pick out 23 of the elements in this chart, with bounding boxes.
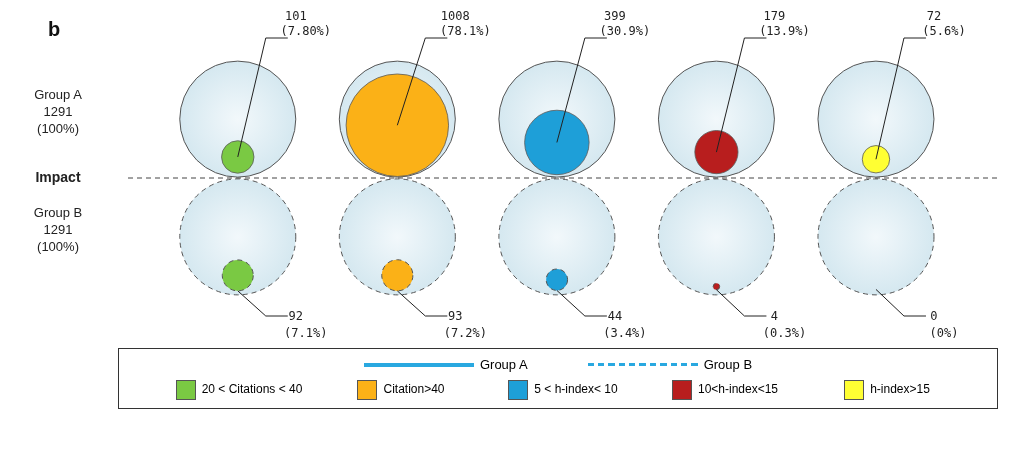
- data-label: 92 (7.1%): [284, 309, 328, 340]
- category-label: 5 < h-index< 10: [533, 381, 619, 399]
- data-label: 72 (5.6%): [922, 9, 966, 38]
- text: 1291 (100%): [37, 104, 79, 137]
- category-label: h-index>15: [869, 381, 931, 399]
- text: b: [48, 18, 61, 40]
- data-label: 93 (7.2%): [443, 309, 487, 340]
- data-label: 101 (7.80%): [280, 9, 332, 38]
- data-label: 0 (0%): [929, 309, 959, 340]
- data-label: 399 (30.9%): [599, 9, 651, 38]
- data-label: 1008 (78.1%): [440, 9, 491, 38]
- category-label: 20 < Citations < 40: [200, 381, 304, 399]
- text: Impact: [35, 168, 81, 185]
- category-label: 10<h-index<15: [696, 381, 780, 399]
- data-label: 4 (0.3%): [762, 309, 807, 340]
- text: Group B: [33, 204, 83, 220]
- data-label: 179 (13.9%): [759, 9, 810, 38]
- text: Group A: [34, 87, 82, 103]
- category-label: Citation>40: [382, 381, 446, 399]
- legend-label: Group A: [478, 357, 528, 372]
- text: 1291 (100%): [37, 221, 79, 254]
- data-label: 44 (3.4%): [603, 309, 647, 340]
- legend-label: Group B: [702, 357, 753, 372]
